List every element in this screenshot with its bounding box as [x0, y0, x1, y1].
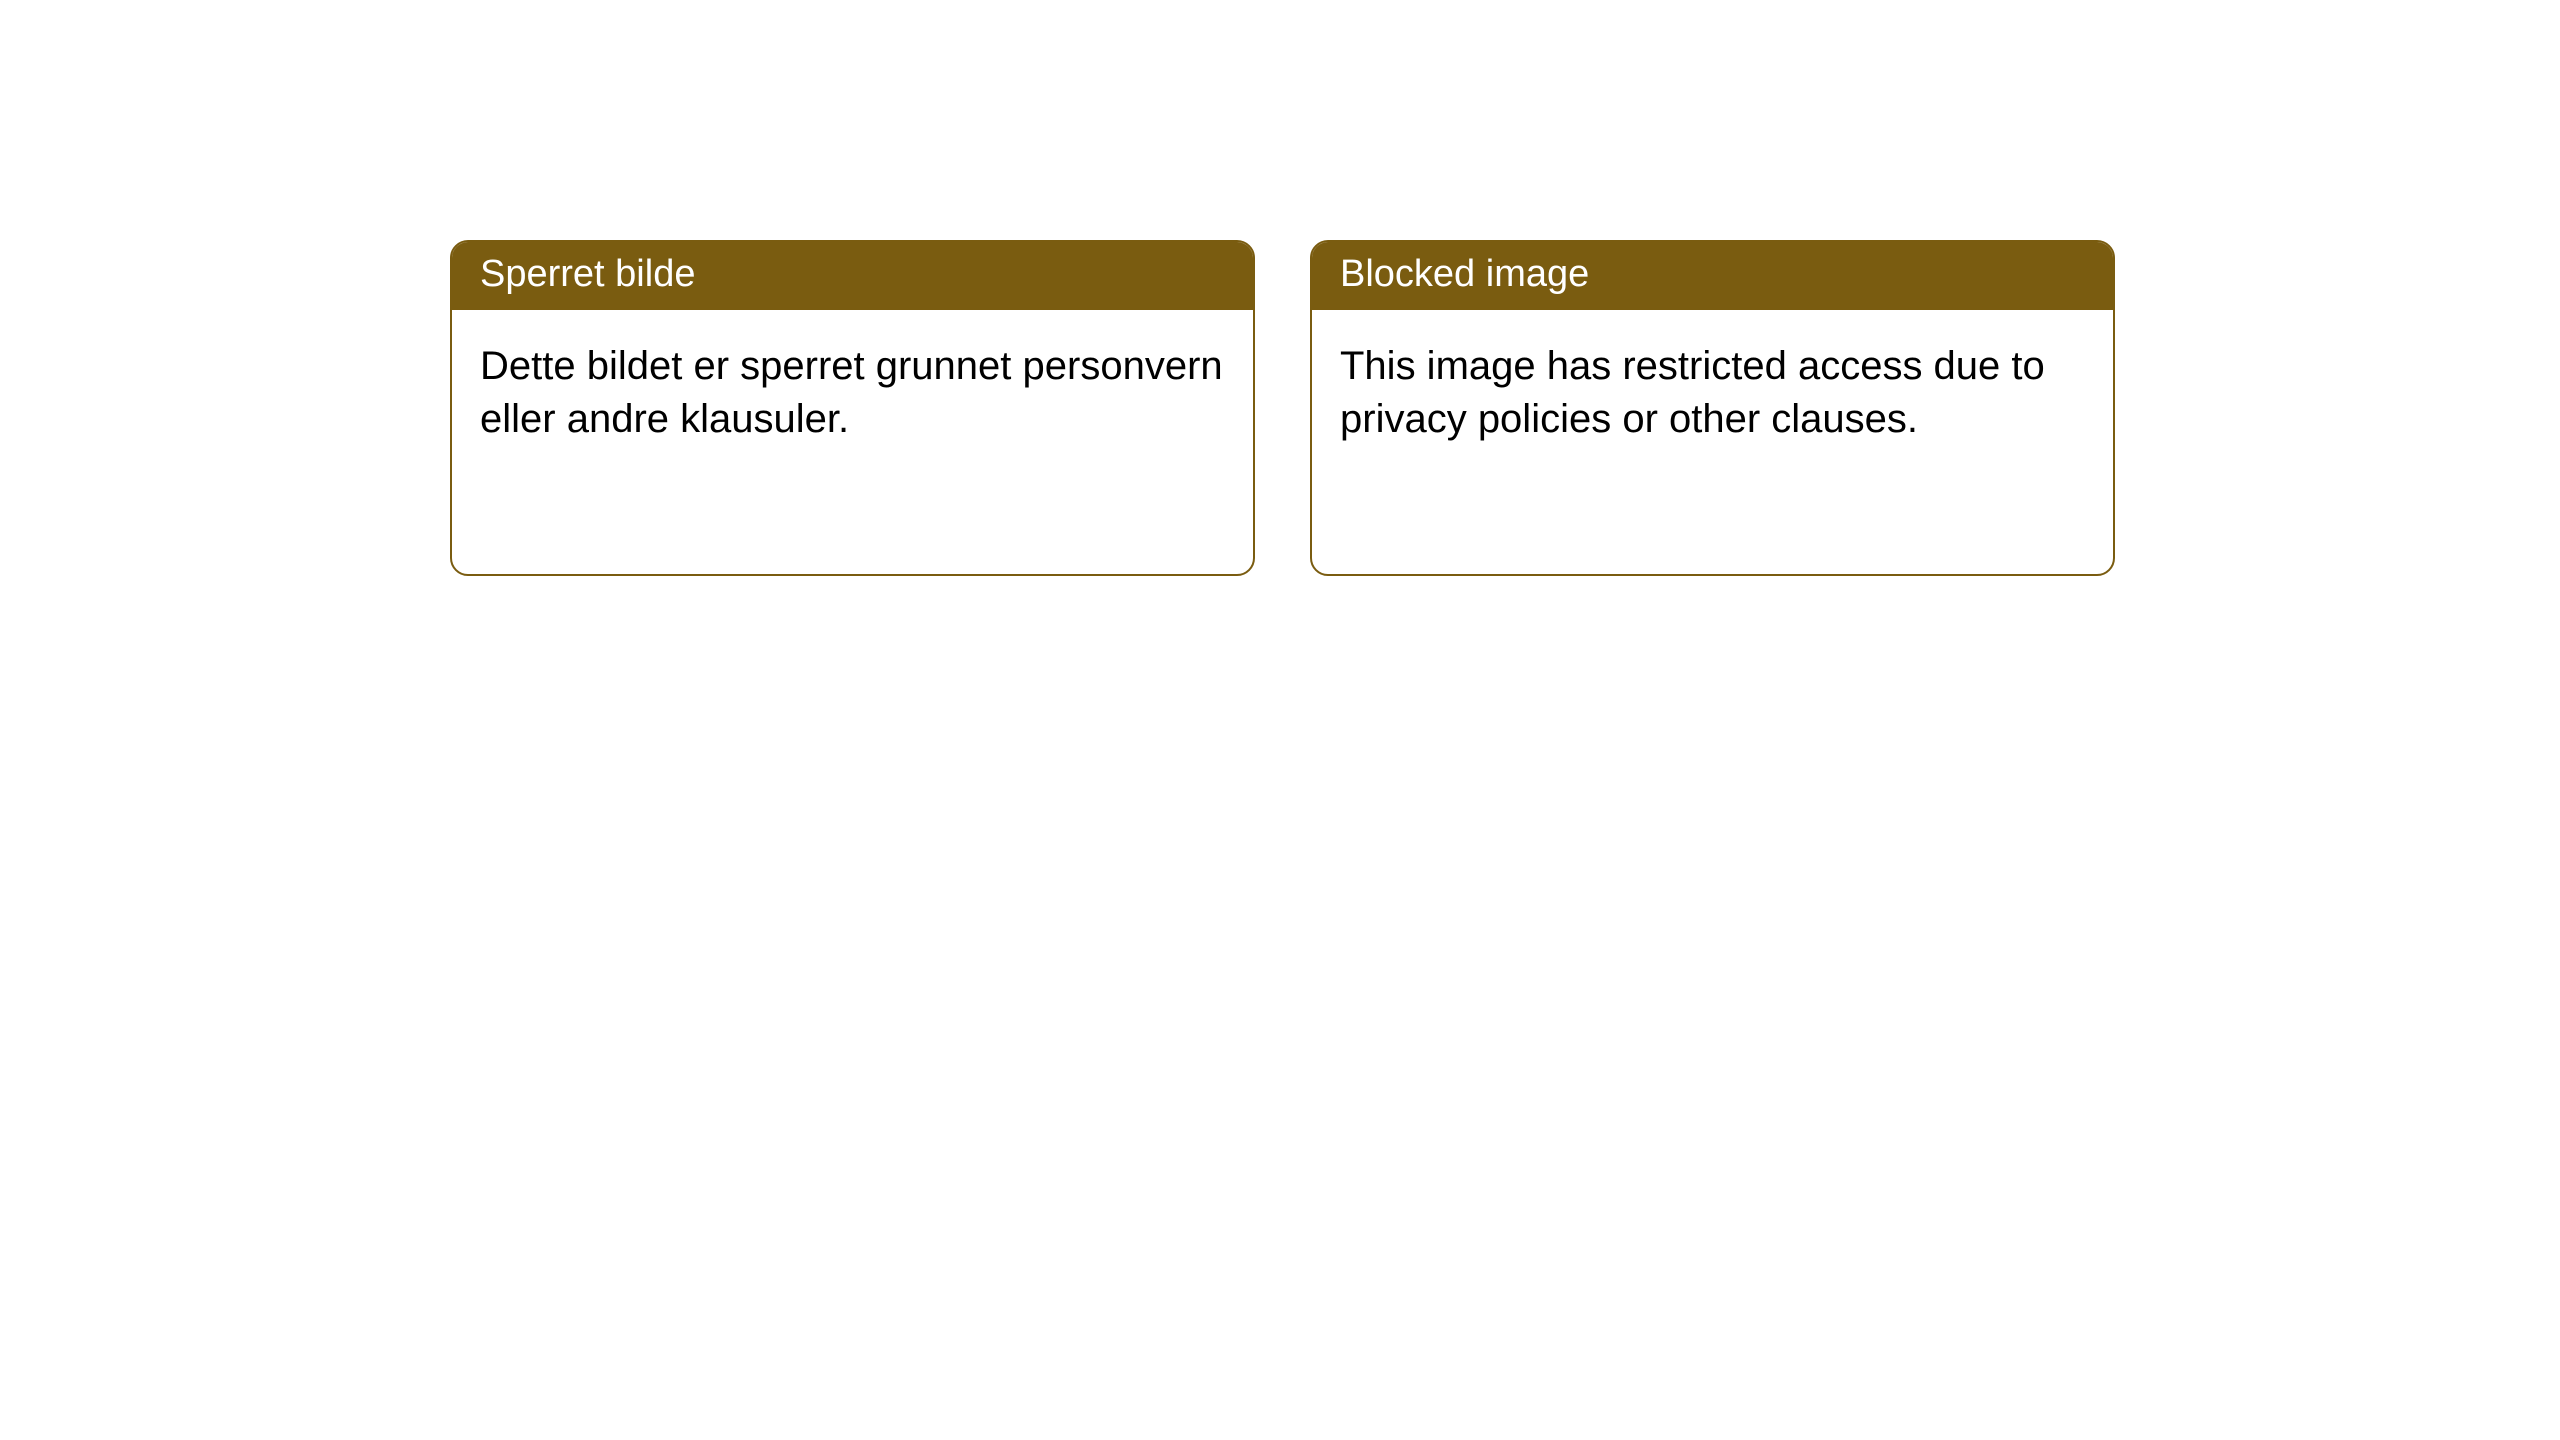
notice-container: Sperret bilde Dette bildet er sperret gr…: [450, 240, 2115, 576]
notice-body: Dette bildet er sperret grunnet personve…: [452, 310, 1253, 476]
notice-card-english: Blocked image This image has restricted …: [1310, 240, 2115, 576]
notice-title: Sperret bilde: [452, 242, 1253, 310]
notice-title: Blocked image: [1312, 242, 2113, 310]
notice-body: This image has restricted access due to …: [1312, 310, 2113, 476]
notice-card-norwegian: Sperret bilde Dette bildet er sperret gr…: [450, 240, 1255, 576]
